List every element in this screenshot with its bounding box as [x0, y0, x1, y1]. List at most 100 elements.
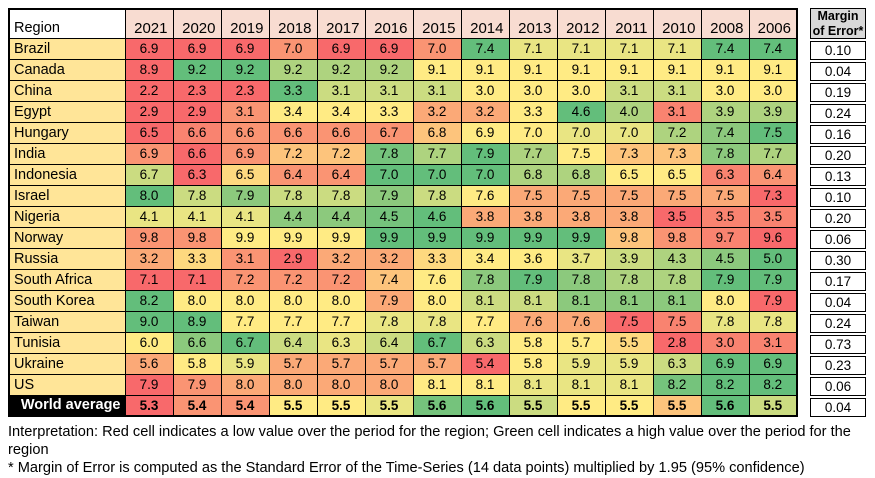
- year-column-header: 2019: [220, 8, 270, 39]
- heatmap-cell: 5.8: [508, 352, 558, 375]
- region-label: Russia: [8, 247, 126, 270]
- table-row: Ukraine 5.6 5.8 5.9 5.7 5.7 5.7 5.7 5.4 5.8 5.9 5.9…: [8, 352, 798, 375]
- region-label: Hungary: [8, 121, 126, 144]
- heatmap-cell: 4.1: [172, 205, 222, 228]
- margin-of-error-note: * Margin of Error is computed as the Sta…: [8, 460, 805, 476]
- heatmap-cell: 7.2: [268, 142, 318, 165]
- heatmap-cell: 3.5: [700, 205, 750, 228]
- heatmap-cell: 6.3: [172, 163, 222, 186]
- heatmap-cell: 7.7: [460, 310, 510, 333]
- heatmap-cell: 6.8: [508, 163, 558, 186]
- heatmap-cell: 9.2: [220, 58, 270, 81]
- heatmap-cell: 3.1: [412, 79, 462, 102]
- heatmap-cell: 8.0: [316, 373, 366, 396]
- heatmap-cell: 6.5: [124, 121, 174, 144]
- heatmap-cell: 3.0: [700, 331, 750, 354]
- heatmap-cell: 8.1: [460, 373, 510, 396]
- heatmap-cell: 5.6: [412, 394, 462, 417]
- heatmap-cell: 5.6: [460, 394, 510, 417]
- heatmap-cell: 7.6: [556, 310, 606, 333]
- heatmap-cell: 2.3: [172, 79, 222, 102]
- table-row: World average 5.3 5.4 5.4 5.5 5.5 5.5 5.6 5.6 5.5…: [8, 394, 798, 417]
- heatmap-cell: 7.6: [508, 310, 558, 333]
- heatmap-cell: 3.0: [556, 79, 606, 102]
- heatmap-cell: 6.6: [172, 331, 222, 354]
- heatmap-cell: 6.3: [316, 331, 366, 354]
- heatmap-cell: 8.9: [124, 58, 174, 81]
- heatmap-cell: 3.2: [316, 247, 366, 270]
- heatmap-cell: 3.6: [508, 247, 558, 270]
- world-average-label: World average: [8, 394, 126, 417]
- heatmap-cell: 9.1: [556, 58, 606, 81]
- heatmap-cell: 7.6: [412, 268, 462, 291]
- table-row: South Korea 8.2 8.0 8.0 8.0 8.0 7.9 8.0 8.1 8.1 8.…: [8, 289, 798, 312]
- heatmap-cell: 8.9: [172, 310, 222, 333]
- heatmap-cell: 9.2: [268, 58, 318, 81]
- heatmap-cell: 8.0: [700, 289, 750, 312]
- heatmap-cell: 7.0: [508, 121, 558, 144]
- heatmap-cell: 5.5: [268, 394, 318, 417]
- heatmap-cell: 5.5: [508, 394, 558, 417]
- margin-of-error-value: 0.23: [810, 356, 866, 375]
- heatmap-cell: 6.0: [124, 331, 174, 354]
- region-label: South Korea: [8, 289, 126, 312]
- heatmap-cell: 6.9: [124, 37, 174, 60]
- heatmap-cell: 8.0: [316, 289, 366, 312]
- heatmap-cell: 5.5: [316, 394, 366, 417]
- heatmap-cell: 5.7: [556, 331, 606, 354]
- margin-of-error-value: 0.20: [810, 209, 866, 228]
- heatmap-cell: 7.9: [508, 268, 558, 291]
- table-row: India 6.9 6.6 6.9 7.2 7.2 7.8 7.7 7.9 7.7 7.5 7.3 7.…: [8, 142, 798, 165]
- heatmap-cell: 7.8: [460, 268, 510, 291]
- heatmap-cell: 6.4: [268, 163, 318, 186]
- heatmap-cell: 3.3: [412, 247, 462, 270]
- heatmap-cell: 3.3: [172, 247, 222, 270]
- heatmap-cell: 9.1: [748, 58, 798, 81]
- interpretation-note: Interpretation: Red cell indicates a low…: [8, 424, 851, 458]
- heatmap-cell: 7.8: [700, 142, 750, 165]
- heatmap-cell: 6.7: [124, 163, 174, 186]
- table-row: South Africa 7.1 7.1 7.2 7.2 7.2 7.4 7.6 7.8 7.9 7…: [8, 268, 798, 291]
- heatmap-cell: 8.0: [268, 373, 318, 396]
- heatmap-cell: 7.8: [652, 268, 702, 291]
- heatmap-cell: 3.1: [604, 79, 654, 102]
- heatmap-cell: 3.5: [652, 205, 702, 228]
- heatmap-cell: 6.5: [652, 163, 702, 186]
- heatmap-cell: 9.1: [652, 58, 702, 81]
- heatmap-cell: 7.1: [508, 37, 558, 60]
- heatmap-cell: 4.6: [412, 205, 462, 228]
- margin-of-error-value: 0.13: [810, 167, 866, 186]
- heatmap-cell: 6.8: [556, 163, 606, 186]
- heatmap-cell: 7.2: [316, 268, 366, 291]
- region-label: Taiwan: [8, 310, 126, 333]
- heatmap-cell: 7.7: [316, 310, 366, 333]
- heatmap-cell: 4.0: [604, 100, 654, 123]
- region-label: Canada: [8, 58, 126, 81]
- heatmap-cell: 5.9: [604, 352, 654, 375]
- heatmap-cell: 9.7: [700, 226, 750, 249]
- margin-of-error-column: Margin of Error* 0.10 0.04 0.19 0.24 0.16 0.20 0…: [810, 8, 866, 417]
- heatmap-cell: 7.8: [604, 268, 654, 291]
- heatmap-cell: 3.3: [364, 100, 414, 123]
- heatmap-cell: 8.2: [652, 373, 702, 396]
- table-row: Indonesia 6.7 6.3 6.5 6.4 6.4 7.0 7.0 7.0 6.8 6.8 6…: [8, 163, 798, 186]
- heatmap-cell: 3.0: [700, 79, 750, 102]
- heatmap-cell: 5.5: [748, 394, 798, 417]
- heatmap-cell: 6.3: [700, 163, 750, 186]
- heatmap-cell: 9.8: [652, 226, 702, 249]
- margin-of-error-value: 0.06: [810, 377, 866, 396]
- heatmap-cell: 3.4: [268, 100, 318, 123]
- heatmap-cell: 5.7: [268, 352, 318, 375]
- heatmap-cell: 8.0: [220, 373, 270, 396]
- heatmap-cell: 7.5: [604, 310, 654, 333]
- heatmap-cell: 8.0: [364, 373, 414, 396]
- heatmap-cell: 7.2: [652, 121, 702, 144]
- heatmap-cell: 3.0: [748, 79, 798, 102]
- footnotes: Interpretation: Red cell indicates a low…: [8, 424, 875, 478]
- heatmap-cell: 7.5: [748, 121, 798, 144]
- heatmap-cell: 9.2: [316, 58, 366, 81]
- heatmap-cell: 7.4: [700, 121, 750, 144]
- heatmap-cell: 3.1: [220, 247, 270, 270]
- heatmap-cell: 7.2: [268, 268, 318, 291]
- heatmap-cell: 7.9: [172, 373, 222, 396]
